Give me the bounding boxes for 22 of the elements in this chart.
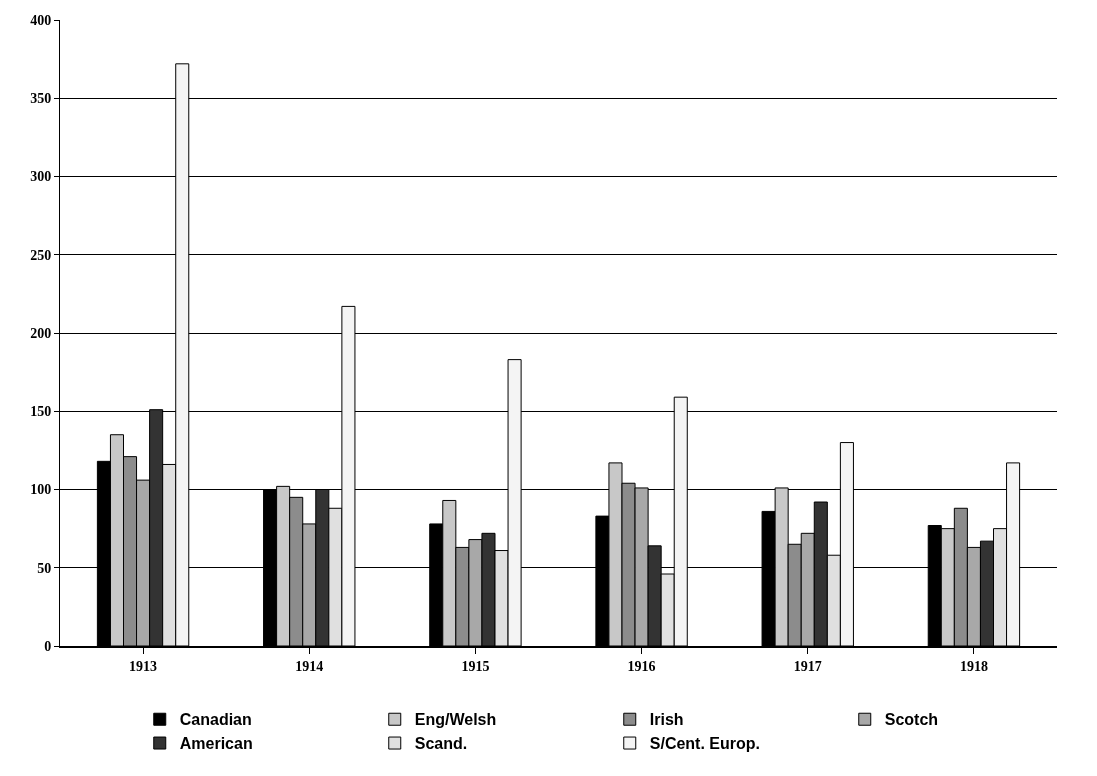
y-tick-label: 100	[30, 482, 52, 498]
x-tick-label: 1913	[129, 658, 158, 674]
y-tick-label: 250	[30, 247, 52, 263]
legend-label: Scotch	[884, 711, 939, 729]
x-tick-label: 1914	[295, 658, 324, 674]
y-tick-label: 200	[30, 325, 52, 341]
x-tick-label: 1917	[793, 658, 822, 674]
y-tick-label: 150	[30, 404, 52, 420]
legend-label: S/Cent. Europ.	[649, 735, 760, 753]
y-tick-label: 350	[30, 91, 52, 107]
legend-label: American	[179, 735, 253, 753]
legend-label: Canadian	[179, 711, 252, 729]
x-tick-label: 1915	[461, 658, 490, 674]
y-tick-label: 300	[30, 169, 52, 185]
y-tick-label: 0	[44, 638, 52, 654]
x-tick-label: 1918	[959, 658, 988, 674]
legend-label: Scand.	[414, 735, 468, 753]
legend-label: Eng/Welsh	[414, 711, 497, 729]
legend-label: Irish	[649, 711, 684, 729]
y-tick-label: 400	[30, 12, 52, 28]
y-tick-label: 50	[37, 560, 52, 576]
x-tick-label: 1916	[627, 658, 656, 674]
